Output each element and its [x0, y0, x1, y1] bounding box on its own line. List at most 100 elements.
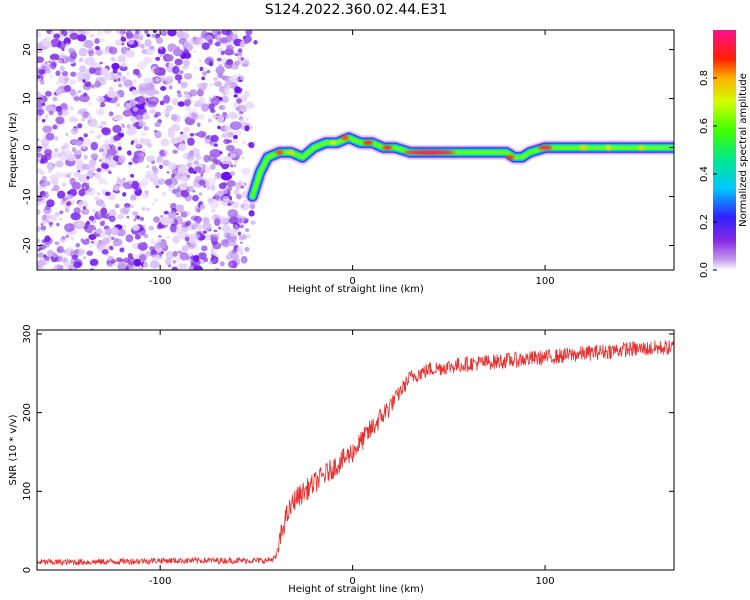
- noise-blob: [122, 109, 133, 117]
- noise-blob: [213, 176, 218, 180]
- bottom-xtick-label: 100: [536, 576, 555, 587]
- noise-blob: [105, 191, 111, 196]
- colorbar-ticks: 0.0 0.2 0.4 0.6 0.8: [699, 70, 717, 278]
- noise-blob: [119, 65, 128, 72]
- noise-blob: [177, 250, 183, 254]
- noise-blob: [132, 211, 139, 216]
- noise-blob: [86, 176, 90, 180]
- noise-blob: [116, 103, 120, 107]
- noise-blob: [163, 95, 171, 104]
- noise-blob: [229, 153, 236, 159]
- noise-blob: [135, 30, 140, 35]
- noise-blob: [95, 228, 103, 235]
- noise-blob: [38, 69, 46, 75]
- noise-blob: [186, 152, 195, 161]
- noise-blob: [158, 235, 162, 238]
- noise-blob: [88, 50, 94, 57]
- noise-blob: [156, 224, 163, 230]
- noise-blob: [208, 261, 213, 265]
- noise-blob: [232, 138, 237, 144]
- noise-blob: [128, 161, 133, 166]
- noise-blob: [54, 241, 60, 245]
- noise-blob: [43, 180, 49, 187]
- noise-blob: [165, 251, 175, 260]
- noise-blob: [183, 59, 190, 67]
- noise-blob: [75, 248, 85, 257]
- noise-blob: [238, 235, 244, 241]
- noise-blob: [47, 169, 53, 174]
- noise-blob: [59, 154, 67, 162]
- noise-blob: [59, 59, 63, 63]
- noise-blob: [183, 266, 186, 270]
- noise-blob: [94, 125, 100, 129]
- top-xlabel: Height of straight line (km): [288, 284, 424, 295]
- noise-blob: [164, 257, 172, 266]
- noise-blob: [240, 241, 243, 245]
- noise-blob: [114, 203, 120, 209]
- ridge-peak: [275, 150, 284, 155]
- noise-blob: [186, 175, 190, 178]
- noise-blob: [110, 71, 114, 76]
- noise-blob: [212, 114, 218, 119]
- noise-blob: [160, 138, 170, 147]
- noise-blob: [113, 263, 116, 266]
- noise-blob: [221, 30, 231, 36]
- noise-blob: [186, 220, 192, 226]
- noise-blob: [138, 227, 146, 236]
- colorbar-tick-label: 0.6: [699, 118, 710, 134]
- top-xtick-label: 0: [349, 276, 355, 287]
- noise-blob: [37, 145, 42, 153]
- noise-blob: [40, 223, 44, 226]
- noise-blob: [212, 258, 217, 263]
- noise-blob: [37, 116, 41, 122]
- noise-blob: [117, 141, 122, 145]
- noise-blob: [108, 160, 117, 168]
- noise-blob: [203, 138, 211, 145]
- noise-blob: [140, 43, 145, 49]
- noise-blob: [168, 62, 174, 68]
- bottom-xlabel: Height of straight line (km): [288, 584, 424, 595]
- noise-blob: [198, 179, 206, 186]
- noise-blob: [78, 47, 88, 57]
- noise-blob: [44, 114, 49, 118]
- noise-blob: [201, 103, 210, 112]
- noise-blob: [48, 60, 51, 64]
- noise-blob: [218, 85, 225, 93]
- noise-blob: [209, 234, 219, 242]
- bottom-ytick-label: 200: [22, 403, 33, 422]
- noise-blob: [187, 159, 194, 167]
- noise-blob: [175, 257, 181, 263]
- noise-blob: [118, 83, 123, 88]
- noise-blob: [240, 185, 244, 189]
- noise-blob: [204, 57, 214, 65]
- noise-blob: [170, 113, 178, 122]
- noise-blob: [220, 50, 225, 56]
- noise-blob: [83, 92, 88, 97]
- noise-blob: [229, 121, 242, 130]
- noise-blob: [172, 250, 178, 257]
- noise-blob: [181, 245, 189, 252]
- noise-blob: [168, 85, 173, 90]
- noise-blob: [64, 76, 70, 82]
- noise-blob: [126, 150, 132, 156]
- frequency-ridge: [245, 130, 674, 204]
- noise-blob: [142, 148, 146, 153]
- noise-blob: [147, 100, 157, 108]
- noise-blob: [102, 237, 110, 245]
- noise-blob: [120, 36, 127, 42]
- noise-blob: [234, 53, 239, 56]
- noise-blob: [130, 140, 135, 143]
- noise-blob: [155, 77, 160, 83]
- noise-blob: [214, 81, 222, 87]
- noise-blob: [82, 206, 86, 210]
- bottom-axis-ticks: -100 0 100 0 100 200 300: [22, 324, 674, 587]
- noise-blob: [126, 72, 130, 75]
- noise-blob: [140, 131, 147, 136]
- noise-blob: [245, 228, 250, 233]
- noise-blob: [238, 214, 242, 218]
- noise-blob: [117, 54, 127, 63]
- noise-blob: [219, 261, 225, 267]
- noise-blob: [139, 137, 145, 144]
- noise-blob: [221, 95, 230, 104]
